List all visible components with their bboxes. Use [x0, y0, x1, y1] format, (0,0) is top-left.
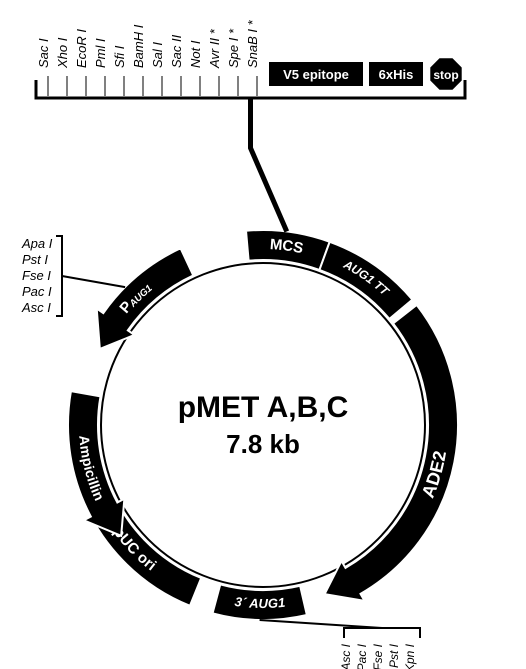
restriction-site: Spe I * — [226, 28, 241, 68]
restriction-site: SnaB I * — [245, 19, 260, 68]
restriction-site: Pst I — [387, 643, 401, 668]
plasmid-map: MCSAUG1 TTADE23´ AUG1pUC oriAmpicillinPA… — [0, 0, 526, 669]
feature-label: 3´ AUG1 — [234, 594, 286, 611]
tag-label: 6xHis — [379, 67, 414, 82]
restriction-site: Pac I — [355, 643, 369, 669]
paug1-stem — [62, 276, 125, 287]
restriction-site: Xho I — [55, 37, 70, 69]
restriction-site: Kpn I — [403, 643, 417, 669]
tag-label: V5 epitope — [283, 67, 349, 82]
paug1-bracket — [56, 236, 62, 316]
restriction-site: Asc I — [21, 300, 51, 315]
restriction-site: Sfi I — [112, 45, 127, 68]
restriction-site: Pst I — [22, 252, 48, 267]
mcs-stem — [251, 98, 287, 231]
restriction-site: Pml I — [93, 38, 108, 68]
aug1-3-stem — [260, 620, 382, 628]
restriction-site: EcoR I — [74, 29, 89, 68]
restriction-site: Pac I — [22, 284, 52, 299]
plasmid-size: 7.8 kb — [226, 429, 300, 459]
restriction-site: BamH I — [131, 24, 146, 68]
restriction-site: Sac I — [36, 38, 51, 68]
restriction-site: Sac II — [169, 34, 184, 68]
restriction-site: Fse I — [371, 643, 385, 669]
restriction-site: Sal I — [150, 42, 165, 68]
restriction-site: Not I — [188, 40, 203, 68]
restriction-site: Avr II * — [207, 28, 222, 69]
stop-label: stop — [433, 68, 458, 82]
plasmid-name: pMET A,B,C — [178, 391, 349, 424]
restriction-site: Fse I — [22, 268, 51, 283]
aug1-3-bracket — [344, 628, 420, 638]
restriction-site: Asc I — [339, 643, 353, 669]
restriction-site: Apa I — [21, 236, 53, 251]
